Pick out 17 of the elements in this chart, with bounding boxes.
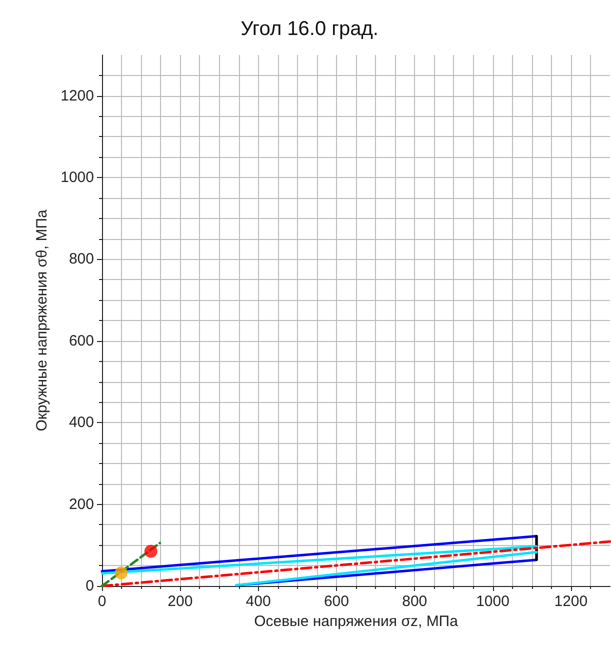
x-tick-label: 200 bbox=[168, 593, 193, 610]
y-axis-title: Окружные напряжения σθ, МПа bbox=[34, 209, 51, 432]
y-tick-label: 0 bbox=[86, 578, 94, 594]
chart-title: Угол 16.0 град. bbox=[240, 18, 378, 40]
y-tick-label: 1200 bbox=[60, 87, 94, 104]
y-tick-label: 1000 bbox=[60, 169, 94, 186]
x-tick-label: 600 bbox=[324, 593, 349, 610]
y-tick-label: 400 bbox=[68, 414, 94, 432]
y-tick-label: 200 bbox=[68, 496, 94, 513]
x-tick-label: 1000 bbox=[476, 593, 510, 610]
x-axis-title: Осевые напряжения σz, МПа bbox=[254, 613, 459, 630]
y-tick-label: 600 bbox=[68, 332, 94, 350]
x-tick-label: 400 bbox=[246, 593, 271, 610]
x-tick-label: 1200 bbox=[554, 593, 588, 610]
y-tick-label: 800 bbox=[68, 250, 94, 268]
x-tick-label: 0 bbox=[98, 593, 106, 610]
x-tick-label: 800 bbox=[402, 593, 428, 610]
